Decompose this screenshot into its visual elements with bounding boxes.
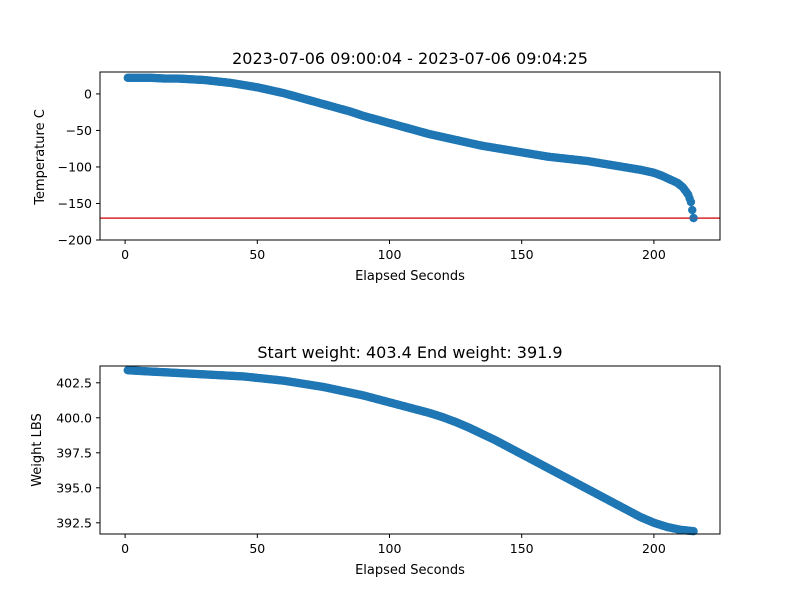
y-tick-label: 0 xyxy=(84,86,92,101)
x-tick-label: 200 xyxy=(642,247,666,262)
temperature-chart-title: 2023-07-06 09:00:04 - 2023-07-06 09:04:2… xyxy=(232,49,588,68)
temperature-plot-frame xyxy=(99,71,721,241)
temperature-axes: 0 50 100 150 200 −200 −150 −100 −50 0 xyxy=(58,86,666,262)
x-tick-label: 50 xyxy=(249,247,265,262)
temperature-x-axis-label: Elapsed Seconds xyxy=(355,269,465,284)
x-tick-label: 100 xyxy=(378,541,402,556)
y-tick-label: −100 xyxy=(58,159,92,174)
data-point xyxy=(689,213,698,223)
weight-axes: 0 50 100 150 200 392.5 395.0 397.5 400.0 402.5 xyxy=(56,375,666,556)
data-point xyxy=(686,197,696,207)
y-tick-label: 397.5 xyxy=(56,445,92,460)
temperature-marks xyxy=(100,73,720,223)
x-tick-label: 0 xyxy=(121,541,129,556)
temperature-y-axis-label: Temperature C xyxy=(33,109,48,206)
y-tick-label: 392.5 xyxy=(56,515,92,530)
x-tick-label: 200 xyxy=(642,541,666,556)
data-point xyxy=(688,205,697,215)
weight-x-axis-label: Elapsed Seconds xyxy=(355,563,465,578)
weight-panel: Start weight: 403.4 End weight: 391.9 El… xyxy=(30,343,721,578)
weight-plot-frame xyxy=(99,365,721,535)
x-tick-label: 50 xyxy=(249,541,265,556)
y-tick-label: 400.0 xyxy=(56,410,92,425)
data-point xyxy=(689,527,698,536)
x-tick-label: 150 xyxy=(510,541,534,556)
temperature-panel: 2023-07-06 09:00:04 - 2023-07-06 09:04:2… xyxy=(33,49,721,284)
weight-marks xyxy=(123,366,698,536)
y-tick-label: 395.0 xyxy=(56,480,92,495)
weight-chart-title: Start weight: 403.4 End weight: 391.9 xyxy=(257,343,562,362)
x-tick-label: 100 xyxy=(378,247,402,262)
y-tick-label: −150 xyxy=(58,196,92,211)
x-tick-label: 150 xyxy=(510,247,534,262)
y-tick-label: −50 xyxy=(66,123,92,138)
y-tick-label: −200 xyxy=(58,233,92,248)
y-tick-label: 402.5 xyxy=(56,375,92,390)
x-tick-label: 0 xyxy=(121,247,129,262)
weight-y-axis-label: Weight LBS xyxy=(30,413,45,487)
